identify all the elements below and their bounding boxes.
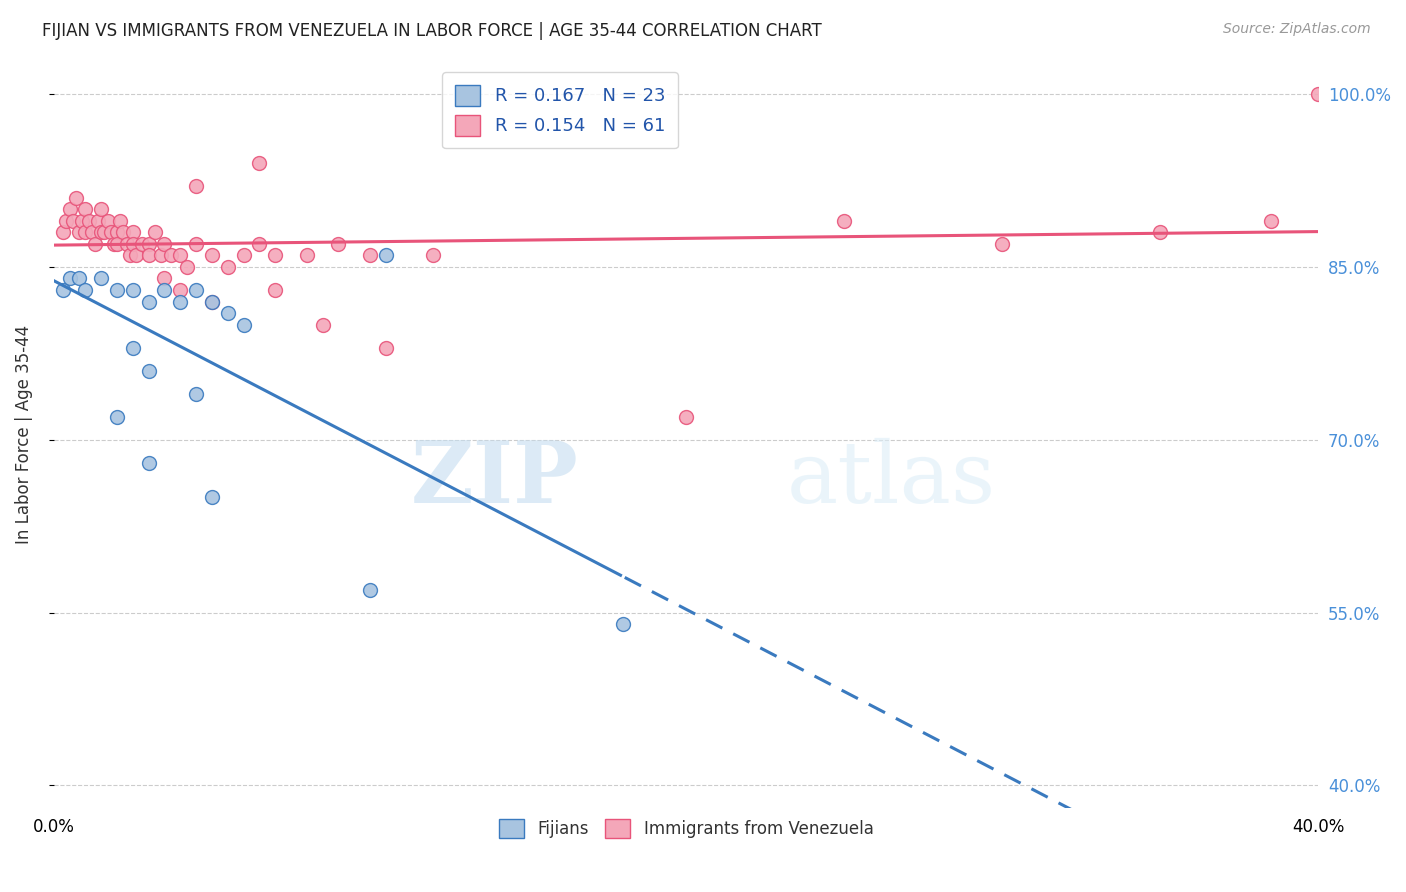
- Point: [184, 236, 207, 251]
- Point: [169, 248, 191, 262]
- Point: [100, 226, 122, 240]
- Point: [105, 409, 128, 424]
- Point: [247, 156, 270, 170]
- Point: [217, 306, 239, 320]
- Point: [184, 386, 207, 401]
- Point: [169, 283, 191, 297]
- Point: [80, 226, 103, 240]
- Point: [328, 236, 350, 251]
- Point: [105, 236, 128, 251]
- Point: [121, 226, 143, 240]
- Point: [675, 409, 697, 424]
- Point: [75, 226, 97, 240]
- Point: [991, 236, 1014, 251]
- Point: [67, 271, 90, 285]
- Point: [75, 202, 97, 217]
- Point: [201, 248, 224, 262]
- Point: [176, 260, 198, 274]
- Point: [59, 202, 82, 217]
- Point: [138, 456, 160, 470]
- Point: [201, 294, 224, 309]
- Point: [201, 294, 224, 309]
- Point: [311, 318, 333, 332]
- Point: [247, 236, 270, 251]
- Point: [422, 248, 444, 262]
- Point: [97, 214, 120, 228]
- Point: [90, 271, 112, 285]
- Point: [264, 248, 287, 262]
- Point: [84, 236, 107, 251]
- Point: [105, 283, 128, 297]
- Point: [59, 271, 82, 285]
- Point: [232, 318, 254, 332]
- Point: [1149, 226, 1171, 240]
- Text: FIJIAN VS IMMIGRANTS FROM VENEZUELA IN LABOR FORCE | AGE 35-44 CORRELATION CHART: FIJIAN VS IMMIGRANTS FROM VENEZUELA IN L…: [42, 22, 823, 40]
- Point: [52, 283, 75, 297]
- Point: [232, 248, 254, 262]
- Point: [65, 191, 87, 205]
- Point: [184, 179, 207, 194]
- Point: [359, 582, 381, 597]
- Point: [75, 283, 97, 297]
- Point: [121, 341, 143, 355]
- Point: [115, 236, 138, 251]
- Point: [72, 214, 94, 228]
- Legend: Fijians, Immigrants from Venezuela: Fijians, Immigrants from Venezuela: [492, 813, 880, 845]
- Point: [52, 226, 75, 240]
- Point: [138, 236, 160, 251]
- Point: [121, 236, 143, 251]
- Point: [110, 214, 132, 228]
- Point: [264, 283, 287, 297]
- Text: ZIP: ZIP: [411, 437, 579, 521]
- Point: [153, 236, 176, 251]
- Point: [103, 236, 125, 251]
- Point: [121, 283, 143, 297]
- Point: [374, 341, 396, 355]
- Point: [217, 260, 239, 274]
- Point: [612, 617, 634, 632]
- Point: [169, 294, 191, 309]
- Point: [138, 248, 160, 262]
- Point: [90, 202, 112, 217]
- Point: [143, 226, 166, 240]
- Point: [295, 248, 318, 262]
- Point: [87, 214, 110, 228]
- Point: [67, 226, 90, 240]
- Y-axis label: In Labor Force | Age 35-44: In Labor Force | Age 35-44: [15, 325, 32, 543]
- Point: [159, 248, 181, 262]
- Point: [184, 283, 207, 297]
- Point: [90, 226, 112, 240]
- Point: [125, 248, 148, 262]
- Point: [105, 226, 128, 240]
- Point: [138, 294, 160, 309]
- Text: Source: ZipAtlas.com: Source: ZipAtlas.com: [1223, 22, 1371, 37]
- Point: [62, 214, 84, 228]
- Point: [153, 271, 176, 285]
- Point: [112, 226, 135, 240]
- Point: [138, 364, 160, 378]
- Point: [201, 491, 224, 505]
- Point: [150, 248, 173, 262]
- Point: [55, 214, 77, 228]
- Point: [118, 248, 141, 262]
- Point: [131, 236, 153, 251]
- Point: [359, 248, 381, 262]
- Point: [1260, 214, 1282, 228]
- Point: [93, 226, 115, 240]
- Point: [832, 214, 855, 228]
- Point: [374, 248, 396, 262]
- Point: [1308, 87, 1330, 102]
- Point: [153, 283, 176, 297]
- Text: atlas: atlas: [787, 437, 997, 521]
- Point: [77, 214, 100, 228]
